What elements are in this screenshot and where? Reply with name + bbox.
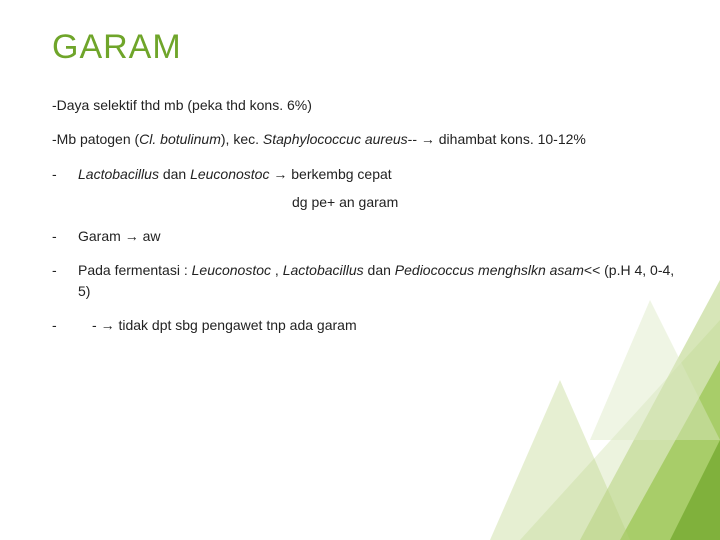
bullet-dash: - — [52, 315, 78, 335]
bullet-text: Pada fermentasi : Leuconostoc , Lactobac… — [78, 260, 680, 301]
italic-text: Staphylococcuc aureus — [263, 131, 408, 147]
italic-text: Leuconostoc — [192, 262, 275, 278]
text: -Daya selektif thd mb (peka thd kons. 6%… — [52, 97, 312, 113]
text: - — [92, 317, 101, 333]
line-selektif: -Daya selektif thd mb (peka thd kons. 6%… — [52, 95, 680, 115]
triangle-icon — [670, 440, 720, 540]
text: aw — [139, 228, 161, 244]
italic-text: Lactobacillus — [78, 166, 159, 182]
bullet-lacto: - Lactobacillus dan Leuconostoc → berkem… — [52, 164, 680, 184]
line-patogen: -Mb patogen (Cl. botulinum), kec. Staphy… — [52, 129, 680, 149]
arrow-icon: → — [273, 166, 287, 182]
arrow-icon: → — [421, 131, 435, 147]
text: Garam — [78, 228, 125, 244]
sub-line-garam: dg pe+ an garam — [52, 192, 680, 212]
text: -Mb patogen ( — [52, 131, 139, 147]
arrow-icon: → — [101, 317, 115, 333]
bullet-pengawet: - - → tidak dpt sbg pengawet tnp ada gar… — [52, 315, 680, 335]
bullet-garam-aw: - Garam → aw — [52, 226, 680, 246]
text: Pada fermentasi : — [78, 262, 192, 278]
bullet-fermentasi: - Pada fermentasi : Leuconostoc , Lactob… — [52, 260, 680, 301]
slide: GARAM -Daya selektif thd mb (peka thd ko… — [0, 0, 720, 540]
text: dg pe+ an garam — [292, 194, 398, 210]
triangle-icon — [620, 360, 720, 540]
text: tidak dpt sbg pengawet tnp ada garam — [115, 317, 357, 333]
slide-title: GARAM — [52, 28, 680, 67]
italic-text: Leuconostoc — [190, 166, 273, 182]
bullet-dash: - — [52, 260, 78, 301]
bullet-text: Garam → aw — [78, 226, 680, 246]
text: ), kec. — [221, 131, 263, 147]
triangle-icon — [520, 320, 720, 540]
text: berkembg cepat — [287, 166, 391, 182]
text: dan — [159, 166, 190, 182]
triangle-icon — [490, 380, 630, 540]
text: -- — [408, 131, 421, 147]
text: dihambat kons. 10-12% — [435, 131, 586, 147]
bullet-text: - → tidak dpt sbg pengawet tnp ada garam — [78, 315, 680, 335]
italic-text: Cl. botulinum — [139, 131, 221, 147]
italic-text: Pediococcus menghslkn asam — [395, 262, 584, 278]
bullet-dash: - — [52, 164, 78, 184]
slide-body: -Daya selektif thd mb (peka thd kons. 6%… — [52, 95, 680, 335]
text: dan — [368, 262, 395, 278]
italic-text: Lactobacillus — [283, 262, 368, 278]
arrow-icon: → — [125, 228, 139, 244]
bullet-text: Lactobacillus dan Leuconostoc → berkembg… — [78, 164, 680, 184]
text: , — [275, 262, 283, 278]
bullet-dash: - — [52, 226, 78, 246]
